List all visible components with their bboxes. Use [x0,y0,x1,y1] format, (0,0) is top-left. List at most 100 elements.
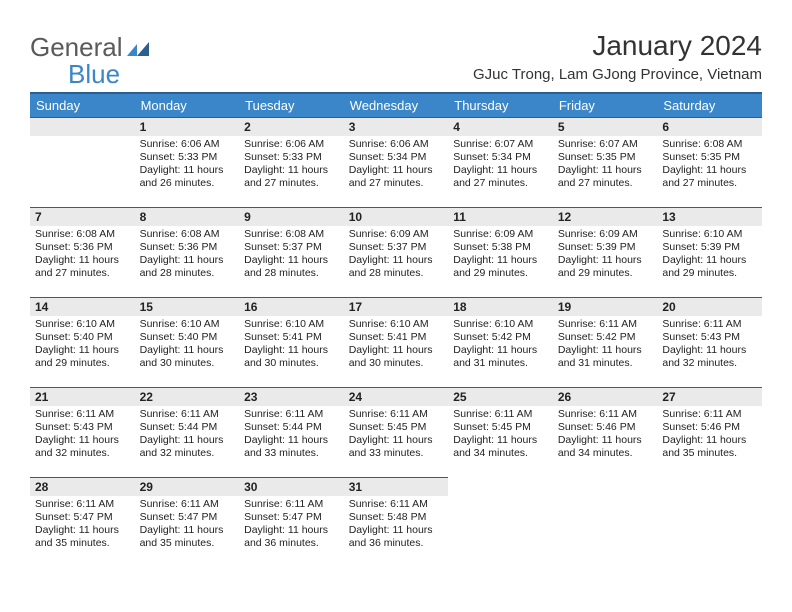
calendar-day-cell: 13Sunrise: 6:10 AMSunset: 5:39 PMDayligh… [657,207,762,297]
weekday-header: Thursday [448,93,553,117]
day-body: Sunrise: 6:10 AMSunset: 5:40 PMDaylight:… [135,316,240,386]
calendar-day-cell: 16Sunrise: 6:10 AMSunset: 5:41 PMDayligh… [239,297,344,387]
day-number: 18 [448,297,553,316]
day-body: Sunrise: 6:06 AMSunset: 5:33 PMDaylight:… [239,136,344,206]
logo-mark-icon [127,32,149,63]
day-number: 3 [344,117,449,136]
weekday-header: Wednesday [344,93,449,117]
day-body: Sunrise: 6:10 AMSunset: 5:39 PMDaylight:… [657,226,762,296]
calendar-day-cell: 2Sunrise: 6:06 AMSunset: 5:33 PMDaylight… [239,117,344,207]
calendar-week-row: 14Sunrise: 6:10 AMSunset: 5:40 PMDayligh… [30,297,762,387]
calendar-day-cell: 12Sunrise: 6:09 AMSunset: 5:39 PMDayligh… [553,207,658,297]
day-body: Sunrise: 6:11 AMSunset: 5:44 PMDaylight:… [135,406,240,476]
calendar-day-cell: 9Sunrise: 6:08 AMSunset: 5:37 PMDaylight… [239,207,344,297]
calendar-day-cell: 15Sunrise: 6:10 AMSunset: 5:40 PMDayligh… [135,297,240,387]
calendar-day-cell [448,477,553,567]
header-row: GeneralBlue January 2024 GJuc Trong, Lam… [30,24,762,90]
calendar-day-cell: 14Sunrise: 6:10 AMSunset: 5:40 PMDayligh… [30,297,135,387]
day-body: Sunrise: 6:11 AMSunset: 5:45 PMDaylight:… [448,406,553,476]
weekday-header: Friday [553,93,658,117]
day-body: Sunrise: 6:11 AMSunset: 5:43 PMDaylight:… [30,406,135,476]
calendar-day-cell: 22Sunrise: 6:11 AMSunset: 5:44 PMDayligh… [135,387,240,477]
day-number: 24 [344,387,449,406]
calendar-day-cell: 1Sunrise: 6:06 AMSunset: 5:33 PMDaylight… [135,117,240,207]
day-number: 8 [135,207,240,226]
day-body: Sunrise: 6:10 AMSunset: 5:40 PMDaylight:… [30,316,135,386]
calendar-day-cell: 4Sunrise: 6:07 AMSunset: 5:34 PMDaylight… [448,117,553,207]
day-body: Sunrise: 6:06 AMSunset: 5:33 PMDaylight:… [135,136,240,206]
calendar-day-cell: 25Sunrise: 6:11 AMSunset: 5:45 PMDayligh… [448,387,553,477]
title-block: January 2024 GJuc Trong, Lam GJong Provi… [473,24,762,89]
calendar-day-cell: 6Sunrise: 6:08 AMSunset: 5:35 PMDaylight… [657,117,762,207]
day-body: Sunrise: 6:06 AMSunset: 5:34 PMDaylight:… [344,136,449,206]
day-number: 19 [553,297,658,316]
day-body: Sunrise: 6:11 AMSunset: 5:46 PMDaylight:… [553,406,658,476]
logo-word1: General [30,32,123,62]
day-number: 2 [239,117,344,136]
day-number: 6 [657,117,762,136]
calendar-day-cell: 8Sunrise: 6:08 AMSunset: 5:36 PMDaylight… [135,207,240,297]
day-body: Sunrise: 6:09 AMSunset: 5:39 PMDaylight:… [553,226,658,296]
day-number: 29 [135,477,240,496]
calendar-day-cell: 18Sunrise: 6:10 AMSunset: 5:42 PMDayligh… [448,297,553,387]
calendar-day-cell: 30Sunrise: 6:11 AMSunset: 5:47 PMDayligh… [239,477,344,567]
day-number: 31 [344,477,449,496]
weekday-header: Monday [135,93,240,117]
calendar-day-cell: 31Sunrise: 6:11 AMSunset: 5:48 PMDayligh… [344,477,449,567]
day-number: 12 [553,207,658,226]
day-number: 21 [30,387,135,406]
day-number: 16 [239,297,344,316]
weekday-header: Saturday [657,93,762,117]
calendar-day-cell: 7Sunrise: 6:08 AMSunset: 5:36 PMDaylight… [30,207,135,297]
calendar-day-cell [657,477,762,567]
calendar-day-cell: 23Sunrise: 6:11 AMSunset: 5:44 PMDayligh… [239,387,344,477]
calendar-page: GeneralBlue January 2024 GJuc Trong, Lam… [0,0,792,577]
calendar-week-row: 1Sunrise: 6:06 AMSunset: 5:33 PMDaylight… [30,117,762,207]
day-body: Sunrise: 6:09 AMSunset: 5:38 PMDaylight:… [448,226,553,296]
weekday-header: Sunday [30,93,135,117]
day-number: 4 [448,117,553,136]
calendar-day-cell: 29Sunrise: 6:11 AMSunset: 5:47 PMDayligh… [135,477,240,567]
day-body: Sunrise: 6:11 AMSunset: 5:42 PMDaylight:… [553,316,658,386]
calendar-day-cell: 19Sunrise: 6:11 AMSunset: 5:42 PMDayligh… [553,297,658,387]
day-body: Sunrise: 6:07 AMSunset: 5:34 PMDaylight:… [448,136,553,206]
day-number: 14 [30,297,135,316]
calendar-day-cell [553,477,658,567]
calendar-day-cell: 21Sunrise: 6:11 AMSunset: 5:43 PMDayligh… [30,387,135,477]
calendar-day-cell: 26Sunrise: 6:11 AMSunset: 5:46 PMDayligh… [553,387,658,477]
calendar-day-cell: 11Sunrise: 6:09 AMSunset: 5:38 PMDayligh… [448,207,553,297]
day-number: 22 [135,387,240,406]
day-body: Sunrise: 6:09 AMSunset: 5:37 PMDaylight:… [344,226,449,296]
day-body: Sunrise: 6:08 AMSunset: 5:36 PMDaylight:… [30,226,135,296]
day-body: Sunrise: 6:11 AMSunset: 5:45 PMDaylight:… [344,406,449,476]
calendar-week-row: 21Sunrise: 6:11 AMSunset: 5:43 PMDayligh… [30,387,762,477]
calendar-week-row: 7Sunrise: 6:08 AMSunset: 5:36 PMDaylight… [30,207,762,297]
calendar-week-row: 28Sunrise: 6:11 AMSunset: 5:47 PMDayligh… [30,477,762,567]
day-body: Sunrise: 6:08 AMSunset: 5:35 PMDaylight:… [657,136,762,206]
day-body: Sunrise: 6:08 AMSunset: 5:36 PMDaylight:… [135,226,240,296]
logo-word2: Blue [68,59,149,90]
day-number: 7 [30,207,135,226]
calendar-day-cell: 20Sunrise: 6:11 AMSunset: 5:43 PMDayligh… [657,297,762,387]
day-number: 5 [553,117,658,136]
day-number: 1 [135,117,240,136]
day-number: 30 [239,477,344,496]
day-body: Sunrise: 6:08 AMSunset: 5:37 PMDaylight:… [239,226,344,296]
day-number: 10 [344,207,449,226]
weekday-header: Tuesday [239,93,344,117]
calendar-day-cell: 28Sunrise: 6:11 AMSunset: 5:47 PMDayligh… [30,477,135,567]
day-number: 13 [657,207,762,226]
day-body: Sunrise: 6:10 AMSunset: 5:42 PMDaylight:… [448,316,553,386]
calendar-day-cell: 5Sunrise: 6:07 AMSunset: 5:35 PMDaylight… [553,117,658,207]
day-number: 27 [657,387,762,406]
month-title: January 2024 [473,30,762,62]
day-body: Sunrise: 6:11 AMSunset: 5:47 PMDaylight:… [135,496,240,566]
calendar-day-cell: 24Sunrise: 6:11 AMSunset: 5:45 PMDayligh… [344,387,449,477]
location-line: GJuc Trong, Lam GJong Province, Vietnam [473,66,762,83]
day-number: 23 [239,387,344,406]
day-number: 25 [448,387,553,406]
calendar-day-cell: 27Sunrise: 6:11 AMSunset: 5:46 PMDayligh… [657,387,762,477]
day-body: Sunrise: 6:10 AMSunset: 5:41 PMDaylight:… [239,316,344,386]
calendar-day-cell: 17Sunrise: 6:10 AMSunset: 5:41 PMDayligh… [344,297,449,387]
day-number: 26 [553,387,658,406]
